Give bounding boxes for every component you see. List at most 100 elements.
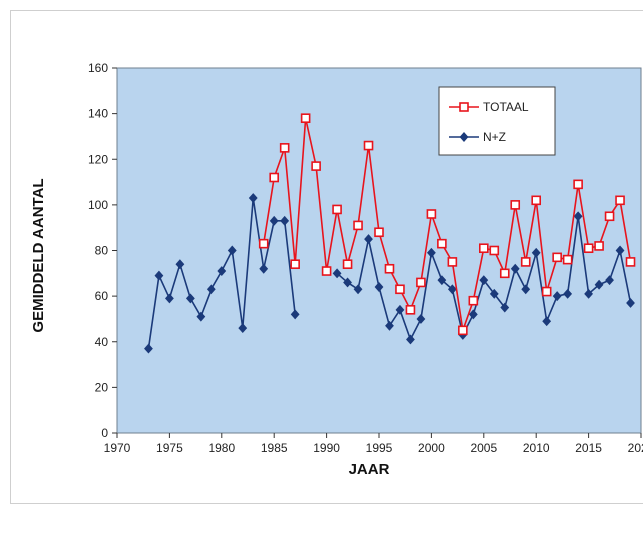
x-tick-label: 1985 [261, 441, 288, 455]
x-tick-label: 2015 [575, 441, 602, 455]
data-point [594, 279, 604, 290]
legend-item: TOTAAL [449, 100, 529, 114]
data-point [625, 257, 636, 267]
data-point [164, 293, 174, 304]
y-axis: 0 20 40 60 80 100 120 140 160 [88, 61, 117, 440]
y-axis-title: GEMIDDELD AANTAL [30, 178, 47, 332]
y-tick-label: 80 [95, 244, 109, 258]
data-point [248, 193, 258, 203]
data-point [542, 316, 552, 327]
data-point [510, 200, 521, 210]
data-point [563, 288, 573, 299]
y-tick-label: 20 [95, 380, 109, 394]
data-point [342, 259, 353, 269]
data-point [479, 275, 489, 286]
data-point [395, 284, 405, 295]
data-point [363, 140, 374, 151]
data-point [269, 215, 279, 226]
data-point [206, 284, 216, 295]
data-point [196, 311, 206, 322]
x-tick-label: 1970 [104, 441, 131, 455]
data-point [426, 247, 436, 258]
legend-label: TOTAAL [483, 100, 529, 114]
data-point [395, 304, 405, 315]
data-point [238, 323, 248, 334]
data-point [583, 243, 594, 254]
data-point [447, 284, 457, 295]
data-point [458, 325, 468, 336]
data-point [269, 172, 280, 183]
data-point [510, 263, 520, 274]
data-point [332, 268, 342, 279]
data-point [227, 245, 237, 256]
data-point [489, 288, 499, 299]
x-tick-label: 1980 [208, 441, 235, 455]
plot-area [116, 67, 642, 434]
y-tick-label: 60 [95, 289, 109, 303]
data-point [521, 284, 531, 295]
data-point [185, 293, 195, 304]
data-point [615, 195, 625, 206]
data-point [154, 270, 164, 281]
data-point [489, 245, 500, 256]
data-point [468, 295, 479, 306]
data-point [499, 268, 510, 279]
data-point [384, 263, 395, 274]
data-point [217, 266, 227, 276]
data-point [364, 234, 373, 245]
legend-label: N+Z [483, 130, 506, 144]
data-point [604, 211, 615, 222]
data-point [300, 113, 311, 123]
legend: TOTAAL N+Z [438, 86, 556, 156]
data-point [416, 313, 426, 324]
data-point [332, 204, 342, 215]
data-point [144, 343, 153, 354]
x-axis-title: JAAR [349, 461, 390, 478]
data-point [520, 257, 531, 267]
data-point [584, 288, 594, 299]
data-point [478, 243, 489, 254]
data-point [290, 259, 300, 269]
data-point [605, 275, 614, 286]
data-point [437, 238, 447, 249]
y-tick-label: 0 [101, 426, 108, 440]
data-point [500, 302, 510, 313]
legend-item: N+Z [449, 130, 506, 144]
x-tick-label: 2005 [470, 441, 497, 455]
data-point [175, 259, 185, 270]
data-point [258, 238, 269, 249]
data-point [437, 275, 447, 286]
data-point [406, 334, 415, 345]
x-tick-label: 1990 [313, 441, 340, 455]
data-point [541, 286, 552, 297]
data-point [279, 143, 290, 153]
data-point [290, 309, 300, 320]
x-tick-label: 1975 [156, 441, 183, 455]
data-point [531, 247, 541, 258]
data-point [626, 298, 635, 308]
data-point [552, 252, 562, 263]
data-point [615, 245, 625, 256]
data-point [594, 241, 604, 251]
data-point [447, 257, 458, 267]
data-point [573, 211, 583, 222]
series-n-z [144, 193, 635, 354]
data-point [353, 220, 363, 231]
data-point [353, 284, 363, 295]
data-point [552, 291, 562, 302]
y-tick-label: 40 [95, 335, 109, 349]
line-chart: 1970 1975 1980 1985 1990 1995 2000 2005 2010 2015… [30, 61, 643, 478]
data-point [573, 179, 583, 190]
y-tick-label: 100 [88, 198, 108, 212]
data-point [385, 320, 394, 331]
data-point [311, 161, 321, 171]
data-point [321, 266, 332, 276]
data-point [374, 282, 384, 292]
series-totaal [258, 113, 636, 336]
y-tick-label: 120 [88, 152, 108, 166]
data-point [531, 195, 542, 206]
data-point [416, 277, 426, 288]
series-layer [144, 113, 636, 354]
x-tick-label: 1995 [366, 441, 393, 455]
x-axis: 1970 1975 1980 1985 1990 1995 2000 2005 2010 2015… [104, 433, 643, 455]
